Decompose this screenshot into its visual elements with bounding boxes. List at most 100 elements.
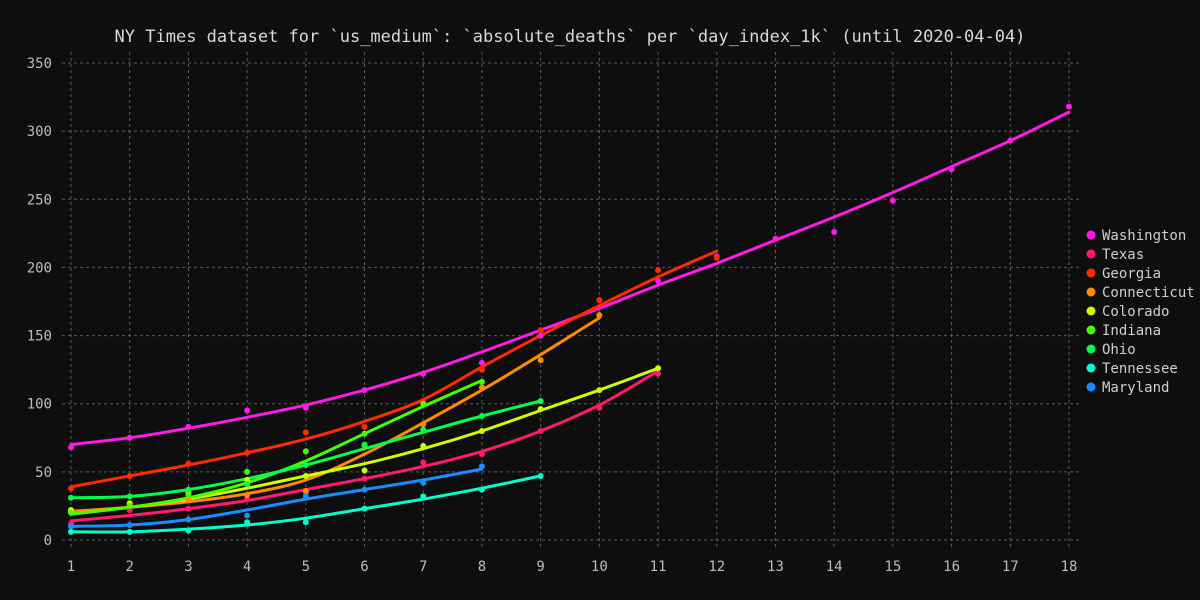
legend-label-indiana: Indiana xyxy=(1102,323,1161,339)
x-tick-label: 10 xyxy=(591,559,608,575)
data-point-indiana xyxy=(302,448,309,455)
legend-marker-connecticut xyxy=(1086,287,1096,297)
legend-marker-indiana xyxy=(1086,325,1096,335)
data-point-washington xyxy=(244,407,251,414)
legend-marker-tennessee xyxy=(1086,363,1096,373)
data-point-tennessee xyxy=(478,486,485,493)
y-axis-ticks: 0 50 100 150 200 250 300 350 xyxy=(27,56,52,549)
x-tick-label: 18 xyxy=(1061,559,1078,575)
legend-marker-texas xyxy=(1086,249,1096,259)
data-point-maryland xyxy=(185,516,192,523)
data-point-tennessee xyxy=(244,519,251,526)
data-point-washington xyxy=(420,370,427,377)
data-point-indiana xyxy=(244,468,251,475)
data-point-colorado xyxy=(420,442,427,449)
x-tick-label: 14 xyxy=(826,559,843,575)
data-point-georgia xyxy=(361,423,368,430)
data-point-georgia xyxy=(537,327,544,334)
legend-label-ohio: Ohio xyxy=(1102,342,1136,358)
y-tick-label: 300 xyxy=(27,124,52,140)
data-point-maryland xyxy=(302,493,309,500)
data-point-georgia xyxy=(655,267,662,274)
series-line-georgia xyxy=(69,249,719,489)
y-tick-label: 200 xyxy=(27,260,52,276)
data-point-texas xyxy=(420,459,427,466)
legend-label-texas: Texas xyxy=(1102,247,1144,263)
data-point-maryland xyxy=(478,463,485,470)
data-point-tennessee xyxy=(68,528,74,535)
grid xyxy=(62,52,1082,548)
data-point-indiana xyxy=(478,378,485,385)
data-point-texas xyxy=(596,404,603,411)
data-point-colorado xyxy=(537,406,544,413)
legend-marker-colorado xyxy=(1086,306,1096,316)
x-tick-label: 16 xyxy=(943,559,960,575)
data-point-washington xyxy=(1066,103,1072,110)
data-point-georgia xyxy=(596,297,603,304)
data-point-indiana xyxy=(420,400,427,407)
legend-label-washington: Washington xyxy=(1102,228,1186,244)
data-point-ohio xyxy=(185,486,192,493)
x-tick-label: 13 xyxy=(767,559,784,575)
data-point-ohio xyxy=(537,397,544,404)
x-tick-label: 1 xyxy=(67,559,75,575)
legend-label-tennessee: Tennessee xyxy=(1102,361,1178,377)
data-point-colorado xyxy=(596,387,603,394)
legend-label-georgia: Georgia xyxy=(1102,266,1161,282)
data-point-washington xyxy=(1007,137,1014,144)
y-tick-label: 100 xyxy=(27,397,52,413)
data-point-texas xyxy=(361,475,368,482)
data-point-washington xyxy=(889,197,896,204)
data-point-indiana xyxy=(185,492,192,499)
data-point-connecticut xyxy=(420,421,427,428)
data-point-indiana xyxy=(361,430,368,437)
legend-marker-georgia xyxy=(1086,268,1096,278)
x-tick-label: 12 xyxy=(708,559,725,575)
data-point-tennessee xyxy=(302,519,309,526)
legend-marker-ohio xyxy=(1086,344,1096,354)
data-point-washington xyxy=(831,228,838,235)
legend-label-connecticut: Connecticut xyxy=(1102,285,1195,301)
chart-title: NY Times dataset for `us_medium`: `absol… xyxy=(115,27,1026,47)
data-point-georgia xyxy=(302,429,309,436)
data-point-tennessee xyxy=(537,472,544,479)
data-point-georgia xyxy=(185,460,192,467)
data-point-colorado xyxy=(478,427,485,434)
x-axis-ticks: 1 2 3 4 5 6 7 8 9 10 11 12 13 14 15 16 17 18 xyxy=(67,559,1078,575)
data-point-tennessee xyxy=(361,505,368,512)
data-point-washington xyxy=(68,444,74,451)
y-tick-label: 250 xyxy=(27,192,52,208)
legend-label-colorado: Colorado xyxy=(1102,304,1169,320)
data-point-maryland xyxy=(420,479,427,486)
data-point-washington xyxy=(185,423,192,430)
legend: Washington Texas Georgia Connecticut Colorad… xyxy=(1086,228,1195,396)
data-point-connecticut xyxy=(537,357,544,364)
series-line-connecticut xyxy=(69,316,601,513)
x-tick-label: 4 xyxy=(243,559,251,575)
data-point-maryland xyxy=(361,486,368,493)
data-point-ohio xyxy=(126,493,133,500)
data-point-texas xyxy=(478,451,485,458)
data-point-connecticut xyxy=(478,384,485,391)
series-points xyxy=(68,103,1072,535)
data-point-tennessee xyxy=(126,528,133,535)
data-point-ohio xyxy=(420,426,427,433)
series-line-washington xyxy=(69,110,1071,447)
legend-marker-washington xyxy=(1086,230,1096,240)
data-point-maryland xyxy=(68,523,74,530)
y-tick-label: 350 xyxy=(27,56,52,72)
x-tick-label: 6 xyxy=(360,559,368,575)
data-point-indiana xyxy=(68,509,74,516)
series-line-maryland xyxy=(69,467,484,528)
data-point-georgia xyxy=(244,449,251,456)
data-point-tennessee xyxy=(420,493,427,500)
data-point-tennessee xyxy=(185,527,192,534)
data-point-colorado xyxy=(302,472,309,479)
x-tick-label: 11 xyxy=(650,559,667,575)
data-point-colorado xyxy=(655,365,662,372)
data-point-georgia xyxy=(126,472,133,479)
y-tick-label: 0 xyxy=(44,533,52,549)
data-point-connecticut xyxy=(244,492,251,499)
data-point-ohio xyxy=(244,481,251,488)
y-tick-label: 150 xyxy=(27,329,52,345)
